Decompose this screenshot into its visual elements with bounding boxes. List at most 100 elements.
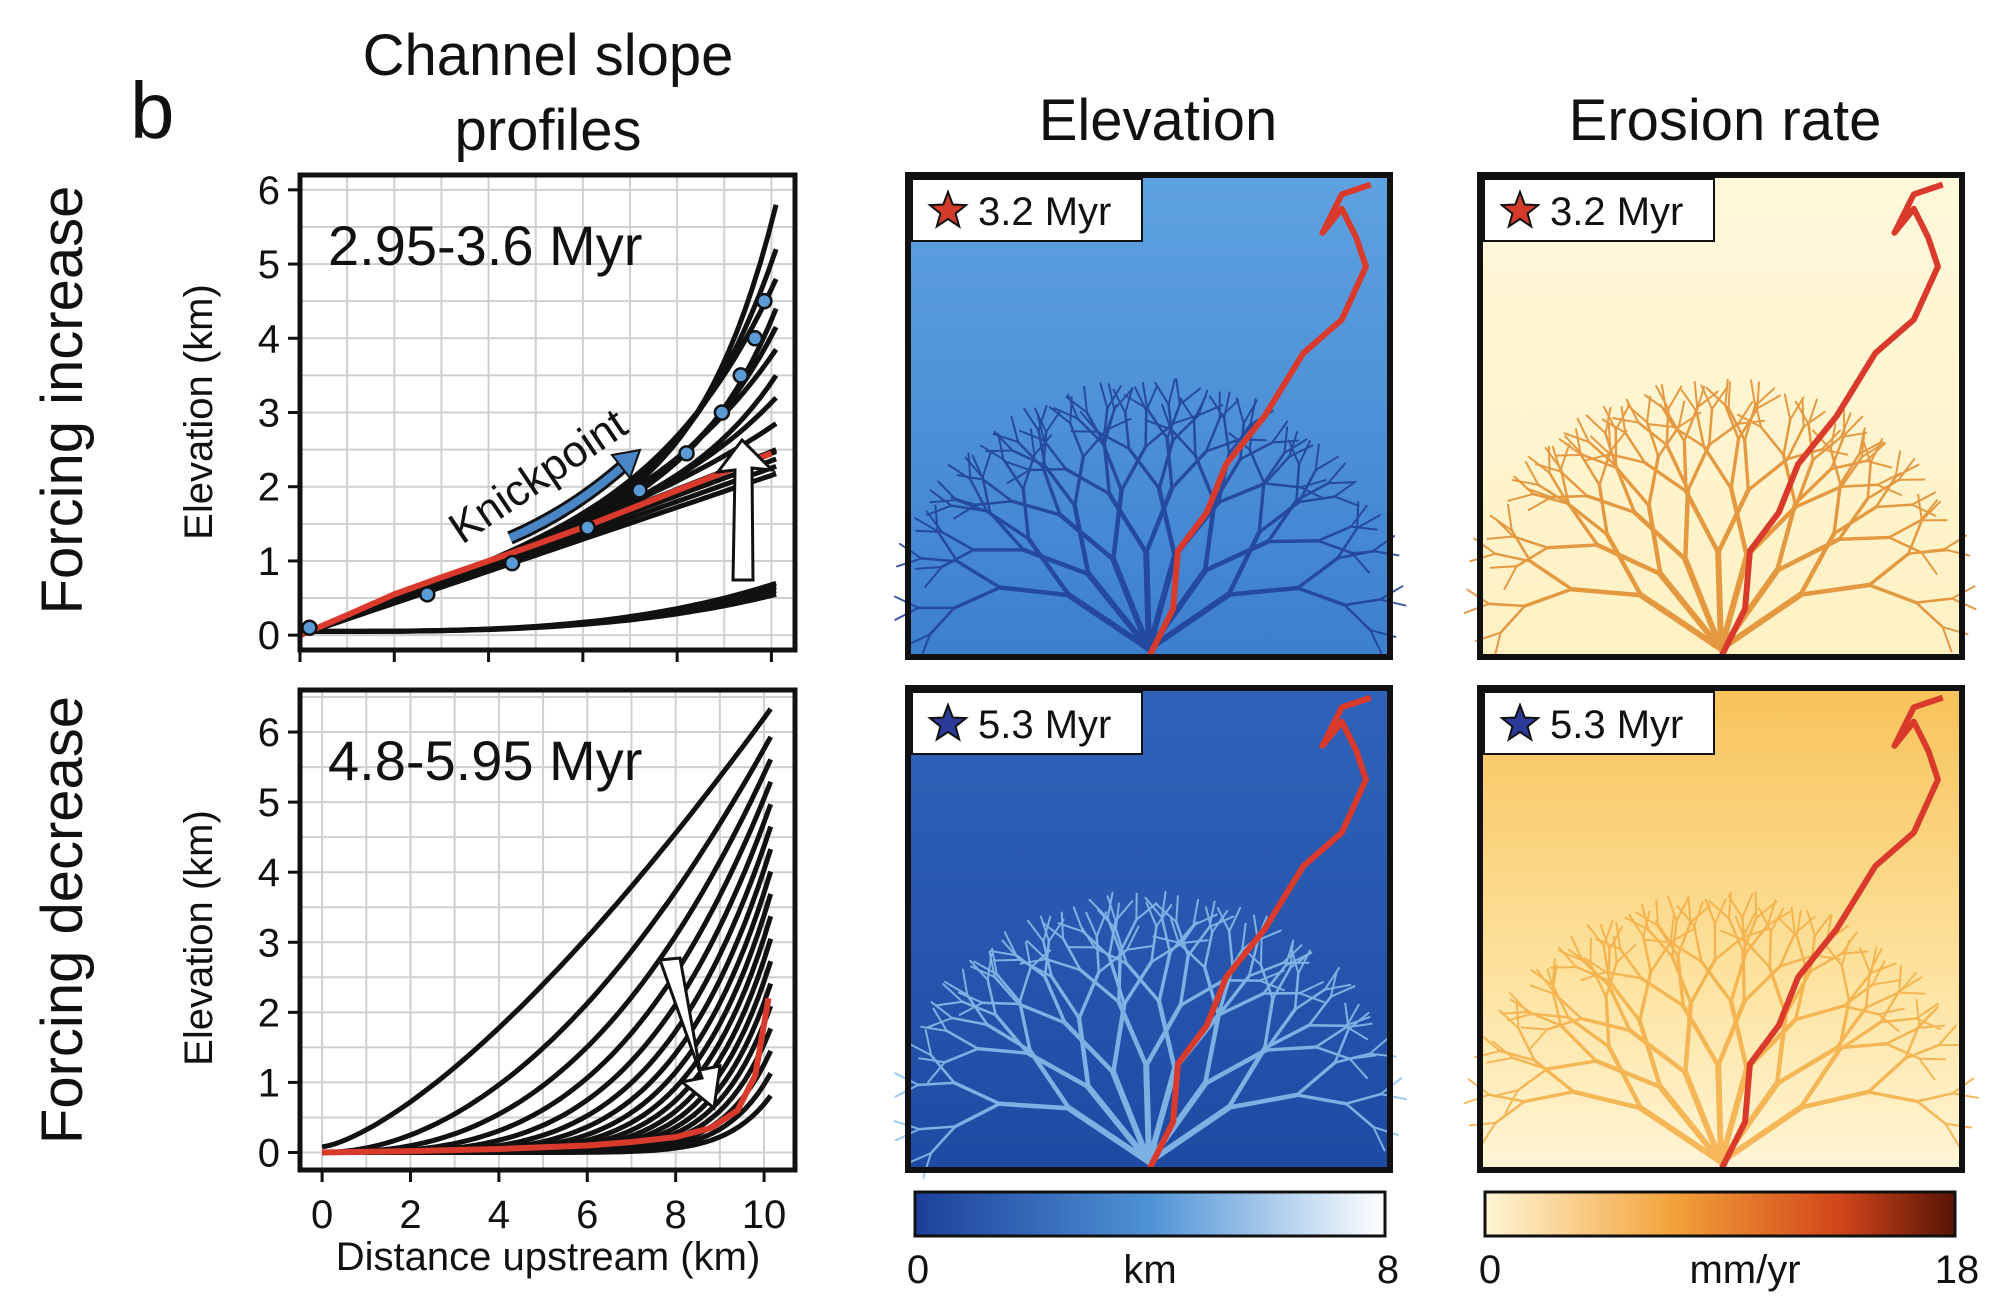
drainage-channel [1096, 430, 1131, 450]
drainage-channel [1728, 486, 1750, 559]
drainage-channel [1597, 483, 1609, 537]
drainage-channel [1333, 495, 1360, 507]
drainage-channel [1914, 601, 1944, 629]
drainage-channel [1897, 991, 1926, 995]
drainage-channel [1307, 995, 1333, 1027]
star-icon [1499, 702, 1541, 742]
drainage-channel [1119, 445, 1148, 493]
drainage-channel [1654, 920, 1672, 944]
drainage-channel [1110, 556, 1152, 652]
drainage-channel [1018, 1000, 1032, 1053]
drainage-channel [1664, 408, 1686, 443]
x-tick-label: 2 [399, 1193, 421, 1237]
drainage-channel [1025, 1050, 1091, 1090]
drainage-channel [929, 1125, 957, 1155]
drainage-channel [1112, 388, 1127, 414]
drainage-channel [930, 1001, 954, 1019]
drainage-channel [918, 1125, 957, 1131]
drainage-channel [1567, 502, 1600, 547]
drainage-channel [1623, 431, 1647, 464]
drainage-channel [952, 585, 1002, 610]
drainage-channel [1783, 969, 1813, 1017]
drainage-channel [1682, 439, 1688, 493]
drainage-channel [970, 965, 996, 978]
drainage-channel [1242, 399, 1258, 425]
drainage-channel [1262, 964, 1288, 995]
drainage-channel [1798, 1089, 1871, 1110]
map-elevation-top: 3.2 Myr [894, 172, 1407, 660]
drainage-channel [1143, 485, 1175, 555]
y-tick-label: 2 [258, 466, 280, 510]
drainage-channel [1293, 988, 1327, 1011]
drainage-channel [1532, 1058, 1576, 1094]
drainage-channel [1604, 432, 1618, 469]
drainage-channel [1645, 421, 1660, 458]
drainage-channel [1181, 939, 1209, 944]
drainage-channel [1061, 937, 1082, 972]
panel-letter: b [130, 66, 175, 155]
drainage-channel [976, 1047, 1030, 1055]
drainage-channel [1026, 919, 1045, 943]
drainage-channel [988, 510, 1026, 552]
drainage-channel [1333, 1028, 1350, 1064]
drainage-channel [1534, 463, 1562, 473]
colorbar-erosion-max: 18 [1935, 1248, 1980, 1292]
drainage-channel [1887, 519, 1922, 539]
drainage-channel [1314, 443, 1320, 472]
drainage-channel [1643, 461, 1688, 493]
drainage-channel [1143, 1003, 1183, 1068]
drainage-channel [1677, 400, 1686, 428]
chart-bottom-xlabel: Distance upstream (km) [336, 1235, 761, 1279]
drainage-channel [1793, 467, 1833, 506]
drainage-channel [1798, 1047, 1842, 1110]
drainage-channel [997, 1101, 1072, 1111]
drainage-channel [1226, 530, 1262, 597]
drainage-channel [1010, 416, 1020, 444]
drainage-channel [1699, 959, 1733, 1004]
drainage-channel [1103, 408, 1116, 446]
chart-top-profiles [300, 204, 779, 638]
drainage-channel [953, 1102, 1002, 1129]
drainage-channel [1546, 968, 1557, 996]
drainage-channel [1016, 440, 1045, 470]
drainage-channel [1247, 961, 1284, 978]
drainage-channel [940, 548, 975, 569]
drainage-channel [1796, 909, 1802, 938]
drainage-channel [1894, 463, 1920, 478]
drainage-channel [922, 1152, 932, 1179]
drainage-channel [1523, 587, 1574, 608]
chart-top-yticks: 0 1 2 3 4 5 6 [258, 169, 300, 658]
y-tick-label: 4 [258, 317, 280, 361]
drainage-channel [1168, 924, 1195, 954]
time-badge-label: 3.2 Myr [1550, 190, 1683, 234]
drainage-channel [1241, 922, 1247, 951]
drainage-channel [965, 993, 989, 1027]
drainage-channel [1786, 425, 1805, 461]
drainage-channel [1571, 1089, 1644, 1111]
drainage-channel [1124, 961, 1161, 1004]
drainage-channel [925, 510, 944, 534]
drainage-channel [1156, 486, 1178, 559]
drainage-channel [1177, 941, 1206, 969]
drainage-channel [1607, 948, 1611, 987]
drainage-channel [1724, 378, 1729, 407]
drainage-channel [1657, 425, 1681, 458]
drainage-channel [1057, 512, 1116, 562]
drainage-channel [1606, 1044, 1644, 1111]
drainage-channel [1904, 1024, 1921, 1060]
drainage-channel [1368, 1035, 1391, 1055]
y-tick-label: 6 [258, 169, 280, 213]
drainage-channel [1683, 487, 1691, 562]
drainage-channel [1715, 487, 1751, 555]
drainage-channel [1099, 382, 1109, 410]
drainage-channel [1263, 1023, 1311, 1050]
drainage-channel [1491, 1040, 1514, 1059]
x-tick-label: 8 [665, 1193, 687, 1237]
drainage-channel [995, 972, 1022, 1004]
drainage-channel [1212, 457, 1243, 504]
drainage-channel [1114, 900, 1134, 922]
drainage-channel [1770, 907, 1785, 933]
drainage-channel [1718, 1066, 1750, 1165]
drainage-channel [1532, 492, 1570, 505]
drainage-channel [1837, 535, 1891, 541]
